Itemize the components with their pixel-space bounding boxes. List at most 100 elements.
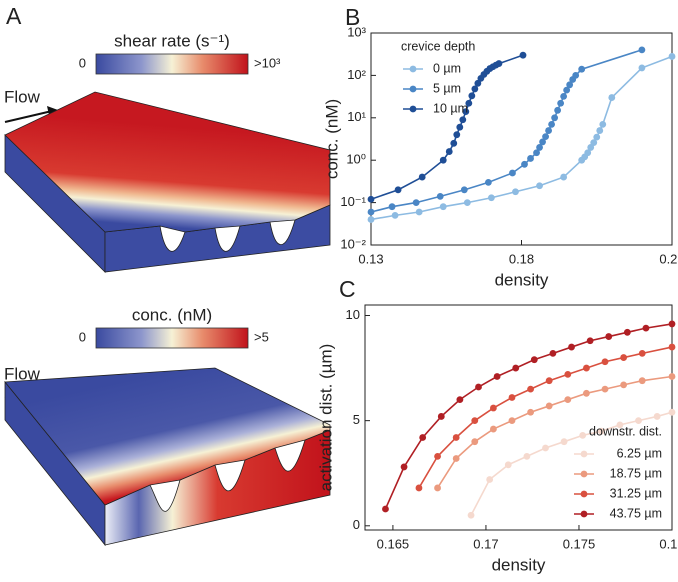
data-point: [508, 394, 516, 401]
colorbar-min: 0: [79, 55, 86, 70]
data-point: [539, 138, 546, 146]
y-tick-label: 10⁰: [346, 152, 366, 167]
y-axis-label: conc. (nM): [322, 99, 341, 179]
data-point: [593, 133, 601, 141]
slab-bottom: [4, 367, 331, 547]
data-point: [412, 199, 420, 207]
data-point: [418, 173, 426, 181]
data-point: [391, 211, 399, 219]
data-point: [463, 199, 471, 207]
y-tick-label: 10²: [347, 67, 366, 82]
legend-label: 18.75 µm: [610, 466, 662, 480]
data-point: [456, 123, 464, 131]
y-tick-label: 0: [353, 517, 360, 532]
data-point: [509, 169, 516, 177]
data-point: [536, 182, 543, 190]
data-point: [620, 381, 628, 389]
data-point: [468, 92, 476, 100]
data-point: [642, 324, 650, 332]
data-point: [460, 186, 468, 194]
data-point: [419, 434, 427, 441]
data-point: [533, 149, 540, 157]
data-point: [601, 358, 609, 366]
data-point: [456, 396, 464, 404]
data-point: [471, 438, 479, 446]
legend-marker: [409, 105, 417, 113]
data-point: [471, 85, 479, 93]
data-point: [560, 438, 568, 446]
y-tick-label: 10⁻¹: [340, 194, 366, 209]
data-point: [519, 51, 527, 59]
x-tick-label: 0.18: [509, 251, 534, 266]
data-point: [474, 79, 482, 87]
colorbar-max: >10³: [254, 55, 281, 70]
data-point: [653, 413, 661, 420]
legend-marker: [580, 470, 588, 478]
data-point: [367, 208, 375, 216]
data-point: [596, 127, 604, 134]
data-point: [439, 156, 447, 164]
data-point: [453, 131, 461, 139]
data-point: [437, 413, 445, 420]
colorbar: [95, 327, 249, 349]
colorbar-max: >5: [254, 329, 269, 344]
data-point: [560, 173, 568, 181]
data-point: [554, 106, 562, 114]
data-point: [590, 139, 598, 147]
data-point: [557, 99, 565, 107]
data-point: [566, 81, 574, 89]
data-point: [564, 396, 572, 404]
data-point: [545, 377, 553, 385]
data-point: [545, 127, 552, 134]
data-point: [599, 120, 607, 128]
data-point: [400, 463, 408, 471]
data-point: [542, 444, 549, 452]
data-point: [471, 417, 479, 425]
data-point: [586, 337, 594, 345]
data-point: [549, 349, 557, 357]
data-point: [493, 373, 501, 380]
x-tick-label: 0.23: [659, 251, 678, 266]
colorbar: [95, 53, 249, 75]
data-point: [620, 354, 628, 361]
data-point: [465, 99, 473, 107]
legend-marker: [409, 85, 417, 93]
data-point: [367, 195, 375, 203]
data-point: [572, 72, 580, 79]
data-point: [608, 94, 616, 101]
x-tick-label: 0.175: [563, 536, 596, 551]
data-point: [536, 144, 543, 151]
panel-letter: A: [6, 3, 22, 29]
data-point: [527, 385, 534, 393]
data-point: [551, 114, 559, 122]
data-point: [489, 425, 497, 433]
data-point: [635, 417, 642, 425]
legend-label: 43.75 µm: [610, 506, 662, 520]
data-point: [504, 461, 512, 469]
data-point: [484, 178, 492, 186]
flow-label: Flow: [4, 87, 41, 106]
data-point: [434, 484, 441, 492]
data-point: [382, 505, 389, 513]
data-point: [545, 402, 553, 410]
data-point: [548, 120, 555, 128]
data-point: [668, 53, 676, 60]
data-point: [605, 333, 613, 340]
data-point: [616, 421, 624, 429]
data-point: [564, 370, 572, 378]
data-point: [568, 343, 575, 351]
data-point: [523, 453, 531, 460]
x-tick-label: 0.17: [473, 536, 498, 551]
data-point: [527, 408, 534, 416]
panel-letter: C: [339, 276, 356, 302]
axes-box: [364, 304, 673, 531]
data-point: [367, 216, 375, 223]
data-point: [415, 208, 423, 216]
data-point: [601, 385, 609, 393]
data-point: [452, 455, 460, 462]
data-point: [486, 476, 494, 483]
colorbar-min: 0: [79, 329, 86, 344]
legend-marker: [580, 450, 588, 458]
data-point: [434, 453, 441, 460]
